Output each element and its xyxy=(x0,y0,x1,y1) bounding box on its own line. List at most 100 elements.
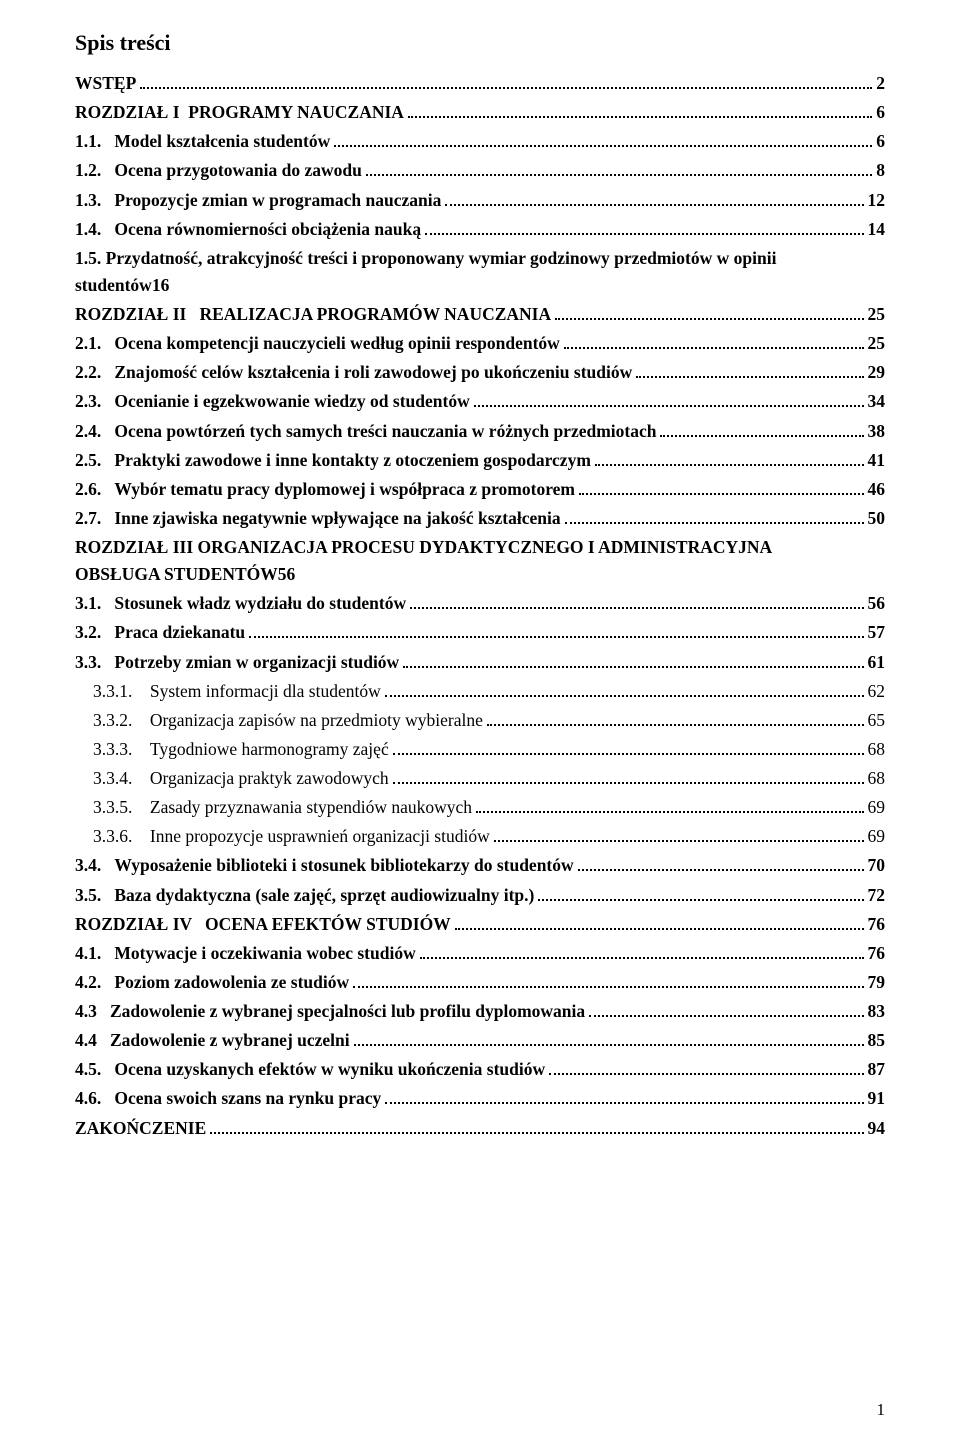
toc-entry-label: studentów xyxy=(75,272,152,299)
toc-entry-page: 57 xyxy=(868,619,886,646)
toc-leader-dots xyxy=(555,306,863,320)
toc-entry-page: 87 xyxy=(868,1056,886,1083)
toc-entry-label: Ocena kompetencji nauczycieli według opi… xyxy=(114,330,559,357)
toc-entry-number: 1.2. xyxy=(75,157,114,184)
toc-entry-label: Inne propozycje usprawnień organizacji s… xyxy=(150,823,490,850)
toc-leader-dots xyxy=(425,221,863,235)
toc-entry-number: 1.1. xyxy=(75,128,114,155)
toc-leader-dots xyxy=(140,75,872,89)
toc-leader-dots xyxy=(408,104,872,118)
toc-entry-label: ZAKOŃCZENIE xyxy=(75,1115,206,1142)
toc-entry-page: 46 xyxy=(868,476,886,503)
toc-entry-label: Ocena równomierności obciążenia nauką xyxy=(114,216,421,243)
toc-entry: 2.5. Praktyki zawodowe i inne kontakty z… xyxy=(75,447,885,474)
toc-leader-dots xyxy=(410,595,863,609)
toc-entry-number: 3.3.6. xyxy=(93,823,150,850)
toc-entry-page: 14 xyxy=(868,216,886,243)
toc-entry-number: 1.4. xyxy=(75,216,114,243)
toc-leader-dots xyxy=(595,452,864,466)
toc-leader-dots xyxy=(578,857,864,871)
toc-container: WSTĘP2ROZDZIAŁ I PROGRAMY NAUCZANIA61.1.… xyxy=(75,70,885,1142)
toc-entry: 1.5. Przydatność, atrakcyjność treści i … xyxy=(75,245,885,299)
toc-leader-dots xyxy=(403,654,863,668)
toc-entry-number: 3.4. xyxy=(75,852,114,879)
toc-entry: 2.3. Ocenianie i egzekwowanie wiedzy od … xyxy=(75,388,885,415)
toc-entry-label: Tygodniowe harmonogramy zajęć xyxy=(150,736,389,763)
toc-title: Spis treści xyxy=(75,30,885,56)
toc-entry: 3.4. Wyposażenie biblioteki i stosunek b… xyxy=(75,852,885,879)
toc-leader-dots xyxy=(538,887,863,901)
toc-entry-label: Znajomość celów kształcenia i roli zawod… xyxy=(114,359,632,386)
toc-entry-page: 29 xyxy=(868,359,886,386)
toc-leader-dots xyxy=(579,481,864,495)
toc-entry: 3.3.3. Tygodniowe harmonogramy zajęć68 xyxy=(75,736,885,763)
toc-entry-page: 8 xyxy=(876,157,885,184)
toc-leader-dots xyxy=(636,364,863,378)
toc-entry: 3.3.5. Zasady przyznawania stypendiów na… xyxy=(75,794,885,821)
toc-entry-page: 61 xyxy=(868,649,886,676)
toc-entry: 3.5. Baza dydaktyczna (sale zajęć, sprzę… xyxy=(75,882,885,909)
toc-leader-dots xyxy=(354,1032,864,1046)
toc-entry-line2: studentów16 xyxy=(75,272,885,299)
toc-leader-dots xyxy=(210,1120,863,1134)
toc-leader-dots xyxy=(549,1061,863,1075)
toc-entry-page: 25 xyxy=(868,330,886,357)
toc-entry: 4.1. Motywacje i oczekiwania wobec studi… xyxy=(75,940,885,967)
toc-entry-page: 85 xyxy=(868,1027,886,1054)
toc-entry-label: Wybór tematu pracy dyplomowej i współpra… xyxy=(114,476,575,503)
toc-entry-label: Potrzeby zmian w organizacji studiów xyxy=(114,649,399,676)
toc-entry-page: 72 xyxy=(868,882,886,909)
toc-leader-dots xyxy=(474,393,864,407)
toc-entry: 3.2. Praca dziekanatu57 xyxy=(75,619,885,646)
toc-entry-number: 1.3. xyxy=(75,187,114,214)
toc-entry-page: 62 xyxy=(868,678,886,705)
toc-entry-label: Stosunek władz wydziału do studentów xyxy=(114,590,406,617)
toc-entry-label: ROZDZIAŁ IV OCENA EFEKTÓW STUDIÓW xyxy=(75,911,451,938)
toc-entry: ROZDZIAŁ II REALIZACJA PROGRAMÓW NAUCZAN… xyxy=(75,301,885,328)
toc-entry: 3.3.4. Organizacja praktyk zawodowych68 xyxy=(75,765,885,792)
toc-entry-label: Ocena swoich szans na rynku pracy xyxy=(114,1085,381,1112)
toc-entry-label: Motywacje i oczekiwania wobec studiów xyxy=(114,940,415,967)
toc-entry-page: 65 xyxy=(868,707,886,734)
toc-entry-number: 2.6. xyxy=(75,476,114,503)
toc-entry-page: 79 xyxy=(868,969,886,996)
toc-entry-label: Baza dydaktyczna (sale zajęć, sprzęt aud… xyxy=(114,882,534,909)
toc-entry-number: 3.5. xyxy=(75,882,114,909)
toc-leader-dots xyxy=(385,683,864,697)
toc-entry-label: Ocenianie i egzekwowanie wiedzy od stude… xyxy=(114,388,469,415)
toc-entry-number: 2.3. xyxy=(75,388,114,415)
toc-entry-page: 25 xyxy=(868,301,886,328)
toc-entry-number: 2.1. xyxy=(75,330,114,357)
toc-entry-page: 94 xyxy=(868,1115,886,1142)
toc-leader-dots xyxy=(353,974,863,988)
toc-entry-page: 38 xyxy=(868,418,886,445)
toc-entry-label: ROZDZIAŁ II REALIZACJA PROGRAMÓW NAUCZAN… xyxy=(75,301,551,328)
toc-leader-dots xyxy=(249,624,863,638)
toc-entry-page: 69 xyxy=(868,823,886,850)
toc-leader-dots xyxy=(385,1090,863,1104)
toc-entry-label: OBSŁUGA STUDENTÓW xyxy=(75,561,278,588)
toc-leader-dots xyxy=(660,423,863,437)
toc-entry-label: System informacji dla studentów xyxy=(150,678,381,705)
toc-entry-label: Propozycje zmian w programach nauczania xyxy=(114,187,441,214)
toc-entry-page: 76 xyxy=(868,940,886,967)
toc-leader-dots xyxy=(366,162,872,176)
toc-leader-dots xyxy=(393,741,864,755)
toc-entry-number: 3.3.4. xyxy=(93,765,150,792)
toc-entry-label: Praktyki zawodowe i inne kontakty z otoc… xyxy=(114,447,591,474)
toc-entry-page: 2 xyxy=(876,70,885,97)
toc-entry-page: 6 xyxy=(876,99,885,126)
toc-entry-number: 3.3.5. xyxy=(93,794,150,821)
toc-leader-dots xyxy=(564,335,864,349)
toc-entry: 2.2. Znajomość celów kształcenia i roli … xyxy=(75,359,885,386)
toc-entry-number: 3.3.3. xyxy=(93,736,150,763)
toc-leader-dots xyxy=(334,133,872,147)
toc-entry-label: Zasady przyznawania stypendiów naukowych xyxy=(150,794,472,821)
toc-entry-label: Organizacja zapisów na przedmioty wybier… xyxy=(150,707,483,734)
toc-entry: 2.6. Wybór tematu pracy dyplomowej i wsp… xyxy=(75,476,885,503)
toc-entry-number: 4.4 xyxy=(75,1027,110,1054)
toc-entry-page: 50 xyxy=(868,505,886,532)
toc-entry-page: 91 xyxy=(868,1085,886,1112)
toc-entry-label: Ocena uzyskanych efektów w wyniku ukończ… xyxy=(114,1056,545,1083)
toc-leader-dots xyxy=(487,712,864,726)
